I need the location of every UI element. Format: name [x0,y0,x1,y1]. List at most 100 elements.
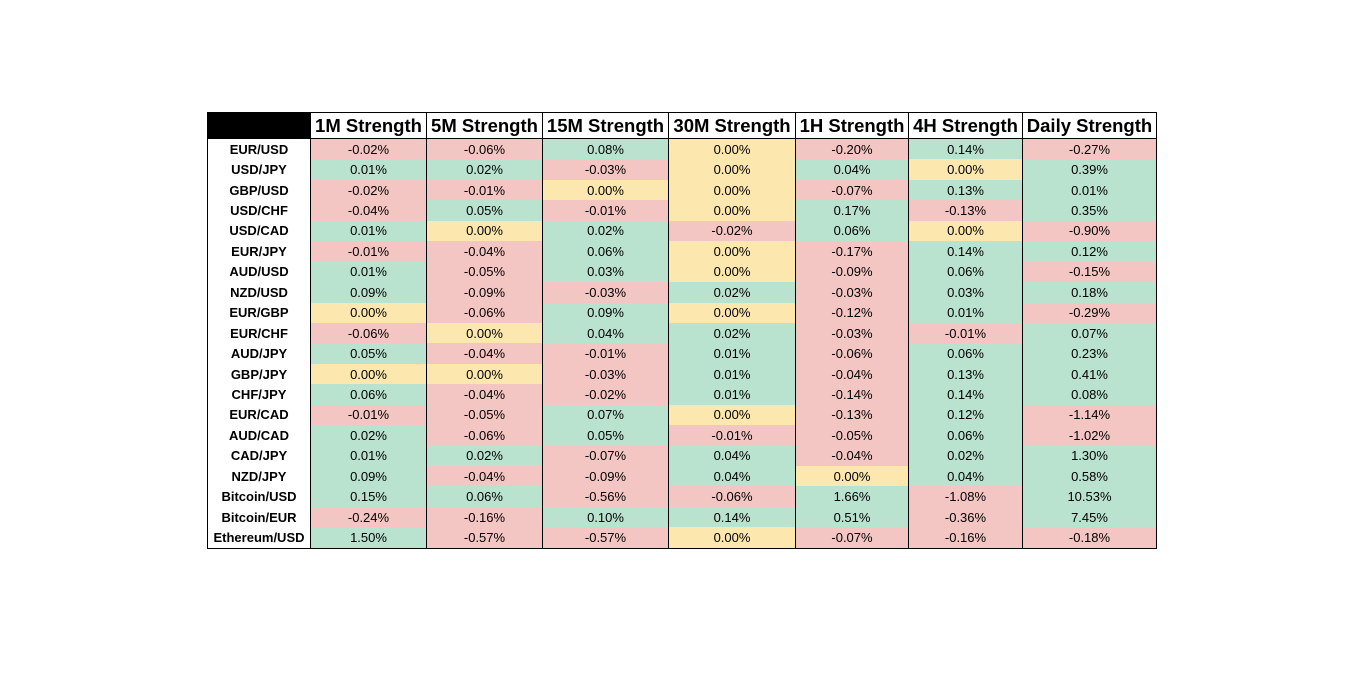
strength-cell: -0.05% [795,425,909,446]
strength-cell: -0.05% [426,404,543,426]
table-row: NZD/JPY 0.09% -0.04% -0.09% 0.04% 0.00% 0.04% 0… [207,466,1157,487]
column-header-15m: 15M Strength [542,112,669,139]
pair-label: GBP/JPY [207,363,311,385]
strength-cell: 0.15% [310,486,427,507]
strength-cell: 0.00% [668,527,796,549]
strength-cell: -0.02% [668,220,796,242]
strength-cell: 0.04% [908,466,1023,487]
pair-label: AUD/JPY [207,343,311,364]
strength-cell: -0.09% [426,282,543,303]
table-row: EUR/CAD -0.01% -0.05% 0.07% 0.00% -0.13% 0.12%… [207,404,1157,426]
pair-label: EUR/JPY [207,241,311,262]
strength-cell: 0.06% [908,343,1023,364]
column-header-1m: 1M Strength [310,112,427,139]
table-row: EUR/JPY -0.01% -0.04% 0.06% 0.00% -0.17% 0.14%… [207,241,1157,262]
pair-label: NZD/USD [207,282,311,303]
table-row: Bitcoin/EUR -0.24% -0.16% 0.10% 0.14% 0.51% -0… [207,506,1157,528]
pair-label: Bitcoin/USD [207,486,311,507]
strength-cell: 0.18% [1022,282,1157,303]
pair-label: USD/JPY [207,159,311,180]
strength-cell: -0.13% [908,200,1023,221]
strength-cell: 1.66% [795,486,909,507]
strength-cell: -0.01% [310,241,427,262]
strength-cell: 0.12% [908,404,1023,426]
table-row: CAD/JPY 0.01% 0.02% -0.07% 0.04% -0.04% 0.02% 1… [207,445,1157,466]
strength-cell: 0.17% [795,200,909,221]
strength-cell: -0.02% [542,384,669,405]
strength-cell: 0.10% [542,506,669,528]
table-row: USD/CHF -0.04% 0.05% -0.01% 0.00% 0.17% -0.13%… [207,200,1157,221]
pair-label: Bitcoin/EUR [207,506,311,528]
strength-cell: 0.00% [668,241,796,262]
strength-cell: -0.13% [795,404,909,426]
strength-cell: -0.07% [795,527,909,549]
strength-cell: -0.01% [668,425,796,446]
strength-cell: 10.53% [1022,486,1157,507]
strength-cell: 0.06% [795,220,909,242]
strength-cell: 0.01% [310,261,427,283]
strength-cell: -0.01% [542,343,669,364]
strength-cell: -0.12% [795,302,909,323]
strength-cell: -0.17% [795,241,909,262]
strength-cell: -0.01% [908,322,1023,344]
strength-cell: -0.06% [310,322,427,344]
strength-table: 1M Strength 5M Strength 15M Strength 30M… [207,112,1157,549]
table-row: NZD/USD 0.09% -0.09% -0.03% 0.02% -0.03% 0.03%… [207,282,1157,303]
strength-cell: -0.57% [542,527,669,549]
strength-cell: 0.00% [668,261,796,283]
strength-cell: 0.00% [426,220,543,242]
pair-label: GBP/USD [207,179,311,201]
table-row: GBP/JPY 0.00% 0.00% -0.03% 0.01% -0.04% 0.13% 0… [207,363,1157,385]
strength-cell: -0.18% [1022,527,1157,549]
strength-cell: 0.00% [908,220,1023,242]
strength-cell: 0.00% [310,363,427,385]
pair-label: EUR/CAD [207,404,311,426]
table-row: AUD/JPY 0.05% -0.04% -0.01% 0.01% -0.06% 0.06%… [207,343,1157,364]
pair-label: AUD/CAD [207,425,311,446]
strength-cell: 0.00% [795,466,909,487]
table-row: USD/JPY 0.01% 0.02% -0.03% 0.00% 0.04% 0.00% 0.… [207,159,1157,180]
strength-cell: 0.00% [542,179,669,201]
strength-cell: 0.13% [908,363,1023,385]
strength-cell: -0.03% [542,282,669,303]
strength-cell: -0.04% [426,343,543,364]
strength-cell: 0.00% [668,138,796,160]
strength-cell: -0.07% [542,445,669,466]
strength-cell: 0.00% [908,159,1023,180]
strength-cell: 0.06% [310,384,427,405]
strength-cell: 0.09% [542,302,669,323]
strength-cell: -0.06% [426,302,543,323]
column-header-daily: Daily Strength [1022,112,1157,139]
strength-cell: 0.00% [426,363,543,385]
pair-label: EUR/CHF [207,322,311,344]
strength-cell: 0.02% [542,220,669,242]
strength-cell: 0.00% [668,302,796,323]
strength-cell: -0.15% [1022,261,1157,283]
strength-cell: 0.35% [1022,200,1157,221]
strength-cell: -0.06% [426,425,543,446]
strength-cell: 0.13% [908,179,1023,201]
strength-cell: 0.58% [1022,466,1157,487]
strength-cell: -0.09% [795,261,909,283]
strength-cell: 0.00% [668,179,796,201]
strength-cell: -0.04% [310,200,427,221]
strength-cell: 0.05% [542,425,669,446]
strength-cell: 0.01% [310,159,427,180]
table-row: GBP/USD -0.02% -0.01% 0.00% 0.00% -0.07% 0.13%… [207,179,1157,201]
strength-cell: -1.08% [908,486,1023,507]
pair-label: EUR/USD [207,138,311,160]
strength-cell: 7.45% [1022,506,1157,528]
strength-cell: 0.02% [310,425,427,446]
pair-label: Ethereum/USD [207,527,311,549]
strength-cell: -0.20% [795,138,909,160]
strength-cell: 0.01% [668,384,796,405]
pair-label: USD/CHF [207,200,311,221]
strength-cell: 0.07% [542,404,669,426]
strength-cell: -0.04% [426,466,543,487]
strength-cell: 0.05% [426,200,543,221]
strength-cell: -0.01% [426,179,543,201]
table-row: USD/CAD 0.01% 0.00% 0.02% -0.02% 0.06% 0.00% -0… [207,220,1157,242]
strength-cell: -0.56% [542,486,669,507]
strength-cell: 0.02% [426,445,543,466]
strength-cell: 0.06% [908,425,1023,446]
